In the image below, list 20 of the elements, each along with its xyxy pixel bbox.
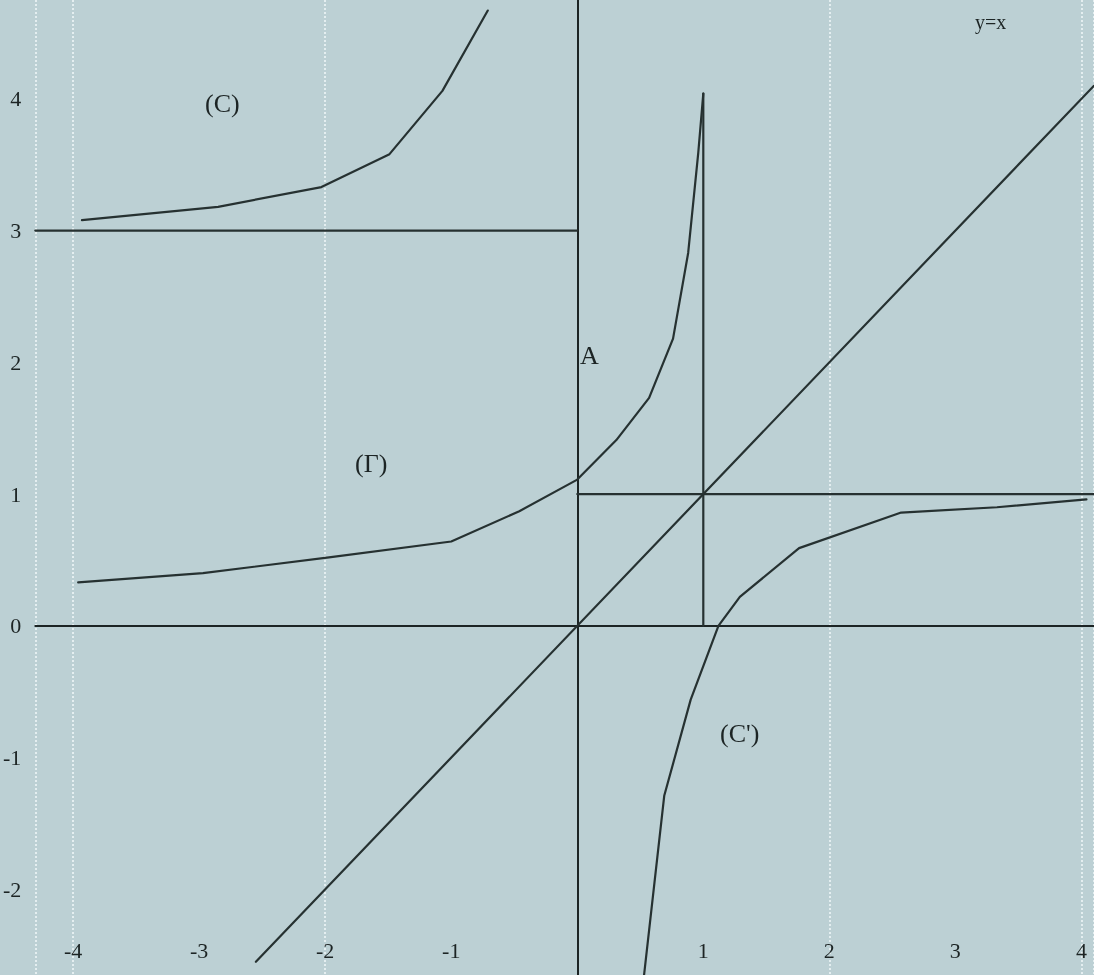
x-tick-label: 1 — [697, 937, 709, 963]
x-tick-label: 2 — [823, 937, 835, 963]
x-tick-label: -4 — [63, 937, 83, 963]
x-tick-label: 3 — [949, 937, 961, 963]
y-tick-label: 3 — [10, 218, 22, 244]
annotation: A — [580, 340, 599, 370]
x-tick-label: -1 — [442, 937, 461, 963]
annotation: y=x — [975, 11, 1007, 34]
annotation: (C') — [720, 718, 760, 748]
y-tick-label: 1 — [10, 481, 22, 507]
y-tick-label: -1 — [3, 745, 22, 771]
x-tick-label: -3 — [190, 937, 209, 963]
x-tick-label: 4 — [1075, 937, 1087, 963]
y-tick-label: 2 — [10, 349, 22, 375]
y-tick-label: 0 — [10, 613, 22, 639]
annotation: (Γ) — [355, 448, 388, 478]
y-tick-label: -2 — [3, 876, 22, 902]
x-tick-label: -2 — [316, 937, 335, 963]
y-tick-label: 4 — [10, 86, 22, 112]
annotation: (C) — [205, 88, 240, 118]
